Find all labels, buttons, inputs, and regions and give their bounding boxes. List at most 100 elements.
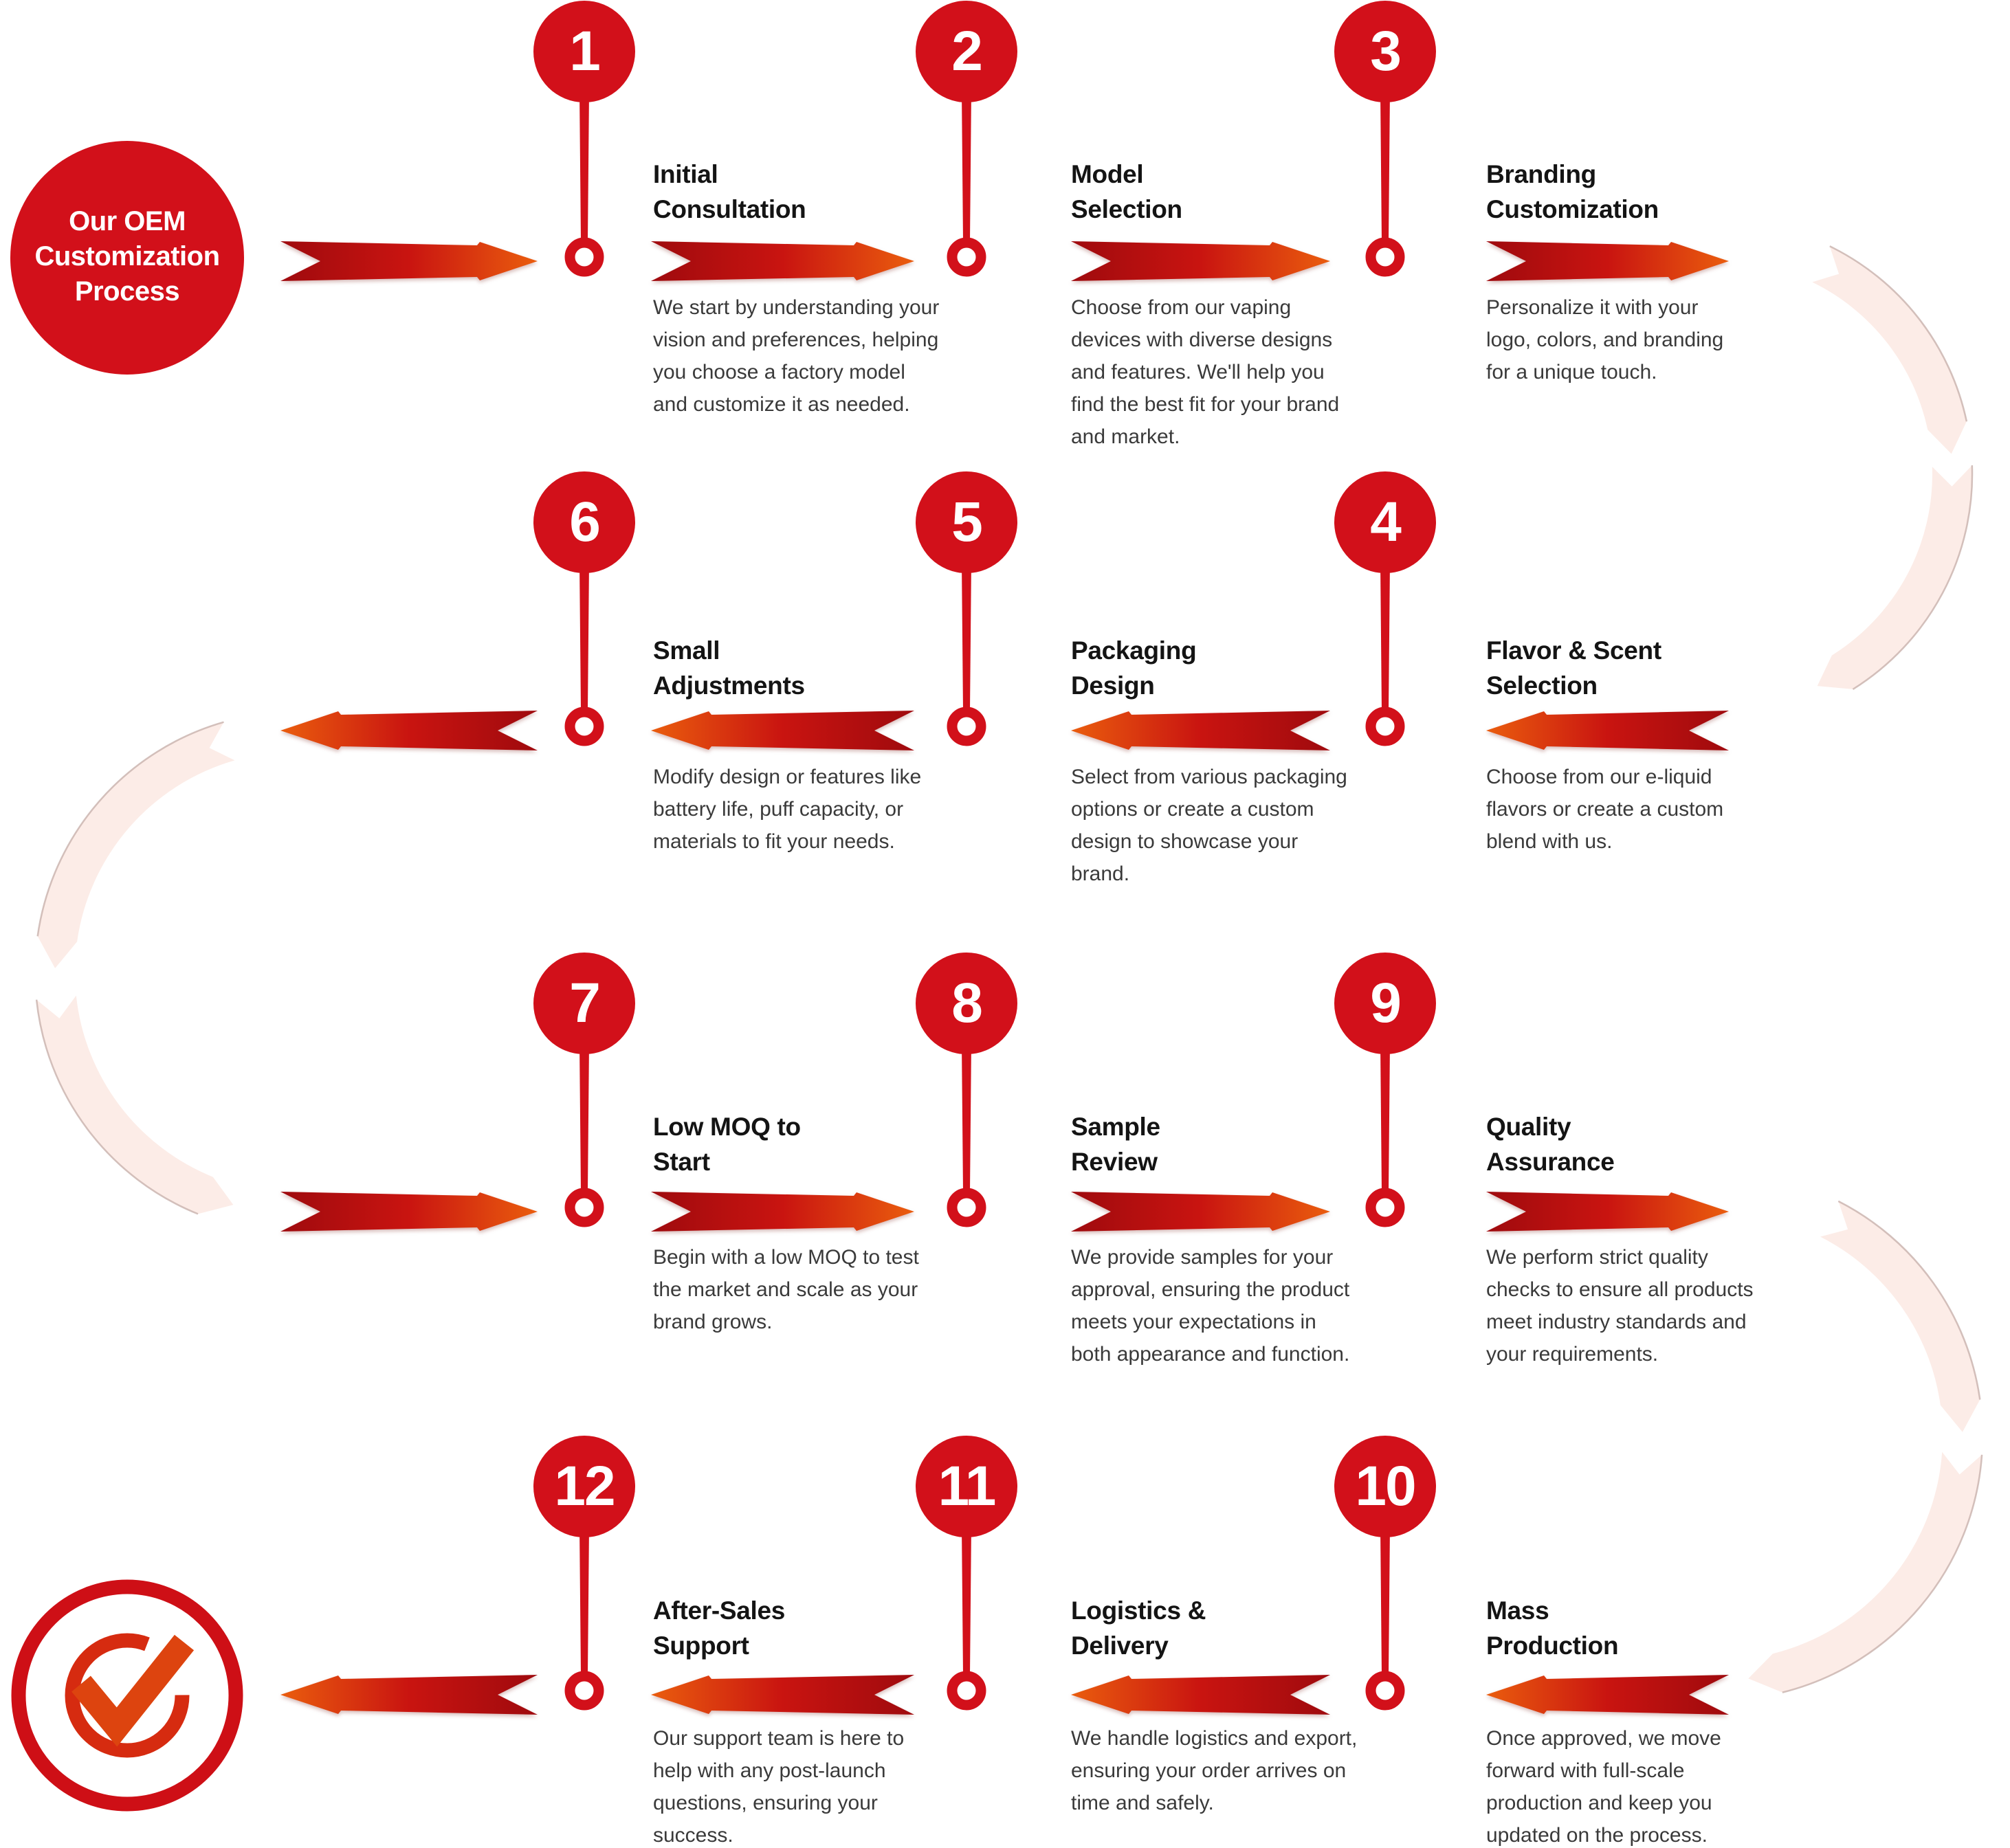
timeline-ring (947, 1671, 986, 1711)
badge-line-2: Customization (34, 241, 220, 271)
step-number-circle (1334, 1436, 1436, 1537)
flow-arrow-ribbon (1071, 1192, 1330, 1232)
flow-arrow-ribbon (651, 711, 914, 750)
connector-arc (1820, 1201, 1980, 1432)
step-5-title: Packaging Design (1071, 636, 1197, 700)
timeline-ring (947, 237, 986, 277)
marker-stem (1380, 1043, 1390, 1192)
flow-arrow-ribbon (1486, 241, 1729, 281)
flow-arrow-ribbon (280, 711, 538, 750)
step-6-number: 6 (569, 491, 601, 553)
marker-stem (579, 562, 589, 711)
step-3-title: Branding Customization (1486, 160, 1659, 223)
badge-line-3: Process (74, 276, 180, 307)
marker-stem (1380, 1526, 1390, 1675)
marker-stem (579, 91, 589, 241)
step-number-circle (916, 1436, 1017, 1537)
connector-arc-edge (1782, 1454, 1983, 1693)
timeline-ring (1365, 237, 1405, 277)
step-11-description: We handle logistics and export, ensuring… (1071, 1727, 1358, 1814)
marker-stem (962, 91, 971, 241)
step-10-title: Mass Production (1486, 1596, 1619, 1660)
step-1-description: We start by understanding your vision an… (653, 296, 940, 416)
connector-arc (1748, 1451, 1983, 1693)
flow-arrow-ribbon (1486, 1192, 1729, 1232)
step-7-description: Begin with a low MOQ to test the market … (653, 1246, 919, 1333)
step-number-circle (916, 471, 1017, 573)
step-1-title: Initial Consultation (653, 160, 806, 223)
step-10-description: Once approved, we move forward with full… (1486, 1727, 1721, 1847)
marker-stem (962, 1526, 971, 1675)
step-8-description: We provide samples for your approval, en… (1071, 1246, 1350, 1366)
marker-stem (579, 1043, 589, 1192)
marker-stem (962, 1043, 971, 1192)
step-number-circle (533, 1, 635, 102)
connector-arc (1817, 465, 1973, 689)
connector-arc-edge (35, 999, 199, 1215)
timeline-ring (564, 237, 604, 277)
connector-arc-edge (36, 721, 224, 937)
step-9-title: Quality Assurance (1486, 1113, 1615, 1176)
timeline-ring (1365, 1188, 1405, 1227)
flow-arrow-ribbon (1486, 711, 1729, 750)
step-5-number: 5 (951, 491, 983, 553)
step-number-circle (916, 1, 1017, 102)
step-number-circle (533, 953, 635, 1054)
flow-arrow-ribbon (1071, 711, 1330, 750)
flow-arrow-ribbon (1071, 241, 1330, 281)
timeline-ring (1365, 706, 1405, 746)
start-badge-circle (10, 141, 244, 375)
step-number-circle (1334, 471, 1436, 573)
step-4-number: 4 (1370, 491, 1402, 553)
flow-arrow-ribbon (280, 241, 538, 281)
step-3-description: Personalize it with your logo, colors, a… (1486, 296, 1724, 383)
step-number-circle (533, 471, 635, 573)
marker-stem (1380, 91, 1390, 241)
step-11-number: 11 (938, 1455, 997, 1517)
flow-arrow-ribbon (651, 1675, 914, 1715)
step-8-title: Sample Review (1071, 1113, 1160, 1176)
step-12-number: 12 (554, 1455, 615, 1517)
timeline-ring (947, 1188, 986, 1227)
flow-arrow-ribbon (1071, 1675, 1330, 1715)
timeline-ring (564, 1671, 604, 1711)
flow-arrow-ribbon (280, 1675, 538, 1715)
step-8-number: 8 (951, 972, 983, 1034)
connector-arc (1812, 246, 1967, 454)
flow-arrow-ribbon (651, 241, 914, 281)
step-2-description: Choose from our vaping devices with dive… (1071, 296, 1340, 448)
timeline-ring (947, 706, 986, 746)
timeline-ring (564, 706, 604, 746)
step-6-title: Small Adjustments (653, 636, 805, 700)
step-4-description: Choose from our e-liquid flavors or crea… (1486, 766, 1724, 853)
step-2-number: 2 (951, 20, 983, 82)
step-9-number: 9 (1370, 972, 1402, 1034)
marker-stem (962, 562, 971, 711)
step-6-description: Modify design or features like battery l… (653, 766, 922, 853)
step-12-title: After-Sales Support (653, 1596, 786, 1660)
step-12-description: Our support team is here to help with an… (653, 1727, 905, 1847)
step-11-title: Logistics & Delivery (1071, 1596, 1206, 1660)
step-10-number: 10 (1355, 1455, 1416, 1517)
step-9-description: We perform strict quality checks to ensu… (1486, 1246, 1754, 1366)
connector-arc-edge (1829, 245, 1968, 422)
step-number-circle (916, 953, 1017, 1054)
flow-arrow-ribbon (651, 1192, 914, 1232)
connector-arc (36, 995, 234, 1214)
marker-stem (579, 1526, 589, 1675)
connector-arc-edge (1837, 1200, 1981, 1400)
timeline-ring (564, 1188, 604, 1227)
check-circle-icon (11, 1579, 243, 1812)
step-2-title: Model Selection (1071, 160, 1182, 223)
step-7-title: Low MOQ to Start (653, 1113, 801, 1176)
step-number-circle (1334, 1, 1436, 102)
flow-arrow-ribbon (1486, 1675, 1729, 1715)
start-badge-label: Our OEM Customization Process (24, 204, 230, 309)
step-5-description: Select from various packaging options or… (1071, 766, 1347, 885)
step-1-number: 1 (569, 20, 601, 82)
connector-arc (37, 722, 235, 968)
step-number-circle (1334, 953, 1436, 1054)
marker-stem (1380, 562, 1390, 711)
